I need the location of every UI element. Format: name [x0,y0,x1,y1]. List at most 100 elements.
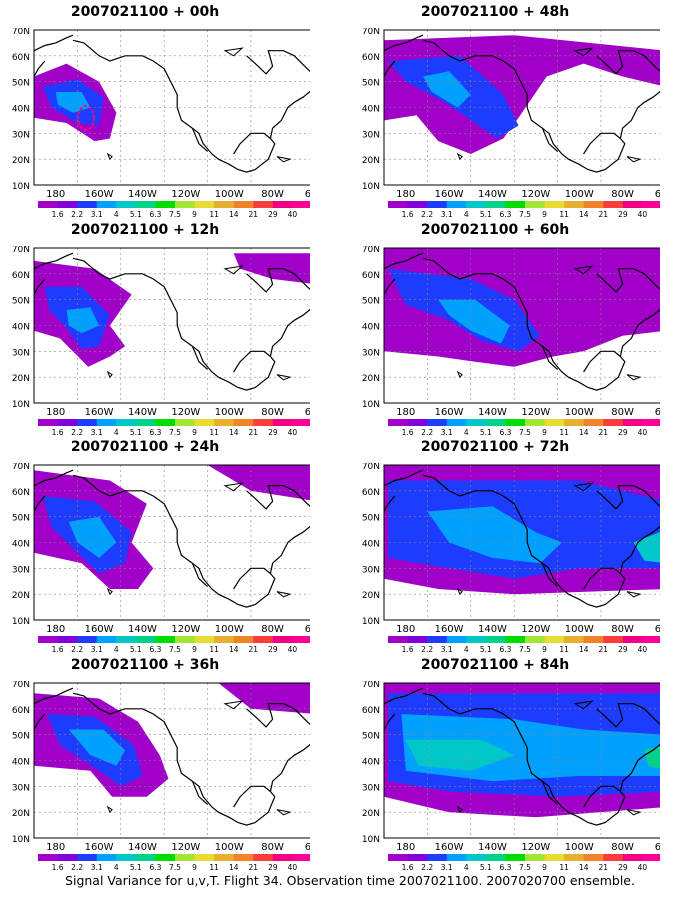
colorbar-swatch [38,419,59,426]
lat-tick-label: 30N [12,348,30,358]
colorbar-swatch [485,201,506,208]
panel-title: 2007021100 + 48h [420,4,570,20]
panel-title: 2007021100 + 72h [420,439,570,455]
lat-tick-label: 20N [12,591,30,601]
variance-region [633,531,660,563]
lon-tick-label: 80W [261,624,284,635]
colorbar-swatch [116,419,137,426]
colorbar-swatch [155,854,176,861]
colorbar-swatch [544,201,565,208]
island [573,265,594,275]
colorbar-swatch [505,636,526,643]
colorbar-swatch [485,854,506,861]
coastline [34,252,74,270]
variance-region [66,307,100,334]
lat-tick-label: 30N [12,130,30,140]
lat-tick-label: 40N [12,323,30,333]
colorbar-swatch [603,419,624,426]
colorbar-swatch [116,201,137,208]
colorbar-label: 6.3 [149,863,161,872]
coastline [191,780,208,805]
lon-tick-label: 160W [435,407,464,418]
colorbar-label: 1.6 [402,210,414,219]
lon-tick-label: 140W [478,624,507,635]
colorbar-swatch [253,201,274,208]
colorbar-swatch [292,419,310,426]
variance-region [438,299,510,344]
colorbar-swatch [466,419,487,426]
colorbar-swatch [194,201,215,208]
colorbar-label: 5.1 [130,645,142,654]
colorbar-swatch [272,636,293,643]
colorbar-swatch [116,636,137,643]
coastline [583,350,621,373]
colorbar-label: 1.6 [52,645,64,654]
colorbar-label: 3.1 [441,645,453,654]
coastline [541,127,558,152]
panel-title: 2007021100 + 00h [70,4,220,20]
lon-tick-label: 80W [261,189,284,200]
colorbar-label: 29 [268,645,278,654]
coastline [384,278,396,295]
colorbar-label: 6.3 [149,210,161,219]
colorbar-swatch [194,636,215,643]
lon-tick-label: 180 [396,842,415,853]
colorbar-swatch [272,854,293,861]
colorbar-label: 2.2 [71,645,83,654]
colorbar-label: 3.1 [441,863,453,872]
colorbar-label: 9 [542,428,547,437]
colorbar-swatch [583,419,604,426]
colorbar: 1.6 2.2 3.1 4 5.1 6.3 7.5 9 11 14 21 29 40 [388,854,660,872]
colorbar-swatch [155,201,176,208]
lat-tick-label: 30N [362,783,380,793]
lat-tick-label: 60N [362,271,380,281]
colorbar-swatch [583,636,604,643]
colorbar-label: 5.1 [130,863,142,872]
coastline [596,50,660,75]
lon-tick-label: 60W [655,407,660,418]
colorbar-swatch [77,854,98,861]
colorbar-swatch [233,419,254,426]
lon-tick-label: 60W [305,407,310,418]
colorbar-swatch [446,636,467,643]
colorbar-swatch [214,854,235,861]
colorbar-label: 11 [209,210,219,219]
lon-tick-label: 60W [305,842,310,853]
colorbar-label: 11 [209,645,219,654]
colorbar-swatch [622,636,643,643]
colorbar: 1.6 2.2 3.1 4 5.1 6.3 7.5 9 11 14 21 29 40 [38,201,310,219]
lon-tick-label: 140W [478,407,507,418]
coastline [583,785,621,808]
colorbar-label: 4 [114,645,119,654]
colorbar-label: 21 [249,210,259,219]
figure-caption: Signal Variance for u,v,T. Flight 34. Ob… [65,873,635,888]
colorbar-swatch [77,636,98,643]
colorbar-swatch [544,419,565,426]
colorbar-label: 14 [579,428,589,437]
coastline [34,278,46,295]
colorbar-swatch [175,636,196,643]
lat-tick-label: 40N [362,758,380,768]
lon-tick-label: 160W [85,189,114,200]
plot-frame [383,682,660,839]
colorbar-label: 21 [599,863,609,872]
colorbar-swatch [642,854,660,861]
island [573,700,594,710]
lon-tick-label: 160W [85,407,114,418]
lon-tick-label: 140W [128,407,157,418]
lat-tick-label: 40N [12,758,30,768]
map-plot: 70N 60N 50N 40N 30N 20N 10N 180 160W 140W 120W 100W… [12,28,310,219]
colorbar-swatch [446,854,467,861]
lon-tick-label: 140W [128,842,157,853]
colorbar-label: 21 [249,863,259,872]
island [106,805,113,814]
panel-title: 2007021100 + 84h [420,657,570,673]
map-panel-36h: 2007021100 + 36h 70N 60N 50N 40N 30N 20N 10N 180… [0,653,310,872]
lat-tick-label: 60N [12,706,30,716]
lat-tick-label: 40N [12,105,30,115]
colorbar-label: 7.5 [169,645,181,654]
colorbar-swatch [292,201,310,208]
colorbar-label: 1.6 [402,645,414,654]
island [223,265,244,275]
colorbar-swatch [292,636,310,643]
